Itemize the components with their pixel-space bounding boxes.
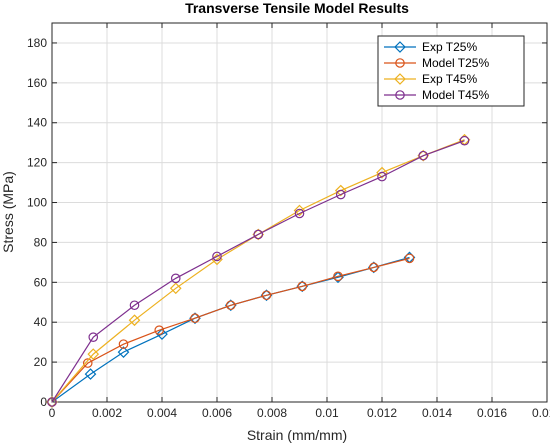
data-point [46, 396, 58, 408]
data-point [418, 150, 429, 161]
series-line [51, 257, 410, 403]
y-tick-label: 80 [34, 235, 48, 249]
data-point [190, 313, 200, 324]
data-point [212, 251, 222, 262]
data-point [296, 280, 309, 293]
data-point [129, 300, 140, 311]
data-point [367, 261, 380, 274]
x-tick-label: 0.016 [477, 406, 507, 420]
legend-item: Exp T45% [384, 72, 477, 86]
series-line [51, 139, 465, 403]
plot-area [51, 22, 548, 403]
y-tick-label: 100 [27, 196, 47, 210]
data-point [169, 282, 182, 295]
series-line [51, 140, 465, 403]
x-tick-label: 0.006 [202, 406, 232, 420]
data-point [404, 253, 415, 264]
x-tick-label: 0.004 [147, 406, 177, 420]
data-point [118, 339, 129, 349]
x-tick-label: 0.002 [92, 406, 122, 420]
legend: Exp T25% Model T25% Exp T45% Model T45% [377, 35, 525, 107]
x-tick-label: 0.01 [315, 406, 339, 420]
data-point [334, 184, 347, 197]
data-point [377, 171, 387, 182]
data-point [154, 325, 165, 335]
legend-item: Model T25% [384, 56, 489, 70]
data-point [87, 348, 100, 360]
legend-marker [395, 58, 405, 68]
y-tick-label: 180 [27, 36, 47, 50]
x-axis-label: Strain (mm/mm) [247, 427, 347, 443]
legend-item: Model T45% [384, 88, 489, 102]
data-point [253, 229, 264, 240]
data-point [224, 299, 237, 312]
y-tick-label: 60 [34, 275, 48, 289]
legend-label: Exp T45% [422, 72, 477, 86]
y-tick-label: 160 [27, 76, 47, 90]
chart-title: Transverse Tensile Model Results [185, 0, 409, 16]
legend-label: Model T25% [422, 56, 489, 70]
x-tick-label: 0.008 [257, 406, 287, 420]
data-point [117, 346, 130, 358]
legend-box [377, 35, 525, 107]
y-tick-label: 140 [27, 116, 47, 130]
data-point [376, 166, 388, 179]
data-point [294, 208, 305, 219]
data-point [82, 358, 93, 368]
legend-marker [394, 73, 406, 85]
x-tick-label: 0.014 [422, 406, 452, 420]
x-tick-label: 0.012 [367, 406, 397, 420]
data-point [368, 262, 379, 273]
data-point [333, 271, 343, 282]
x-tick-label: 0 [49, 406, 56, 420]
series-3 [46, 133, 471, 408]
series-layer [46, 133, 471, 408]
legend-label: Model T45% [422, 88, 489, 102]
data-point [170, 273, 181, 284]
y-axis-label: Stress (MPa) [0, 171, 16, 253]
data-point [47, 397, 57, 407]
data-point [128, 314, 141, 327]
data-point [260, 289, 273, 302]
legend-item: Exp T25% [384, 40, 477, 54]
legend-marker [395, 90, 405, 100]
legend-marker [394, 41, 406, 53]
data-point [84, 368, 97, 380]
y-tick-label: 120 [27, 156, 47, 170]
y-tick-label: 20 [34, 355, 48, 369]
series-4 [47, 135, 470, 407]
data-point [261, 290, 272, 301]
axis-ticks: 0 0.002 0.004 0.006 0.008 0.01 0.012 0.014 0.016… [27, 23, 550, 420]
data-point [156, 328, 168, 341]
y-tick-label: 0 [40, 395, 47, 409]
x-tick-label: 0.018 [532, 406, 550, 420]
data-point [225, 300, 236, 311]
data-point [459, 135, 470, 146]
data-point [88, 332, 99, 342]
series-line [51, 256, 410, 403]
data-point [335, 189, 346, 200]
y-tick-label: 40 [34, 315, 48, 329]
data-point [293, 204, 306, 217]
legend-label: Exp T25% [422, 40, 477, 54]
data-point [297, 281, 308, 292]
